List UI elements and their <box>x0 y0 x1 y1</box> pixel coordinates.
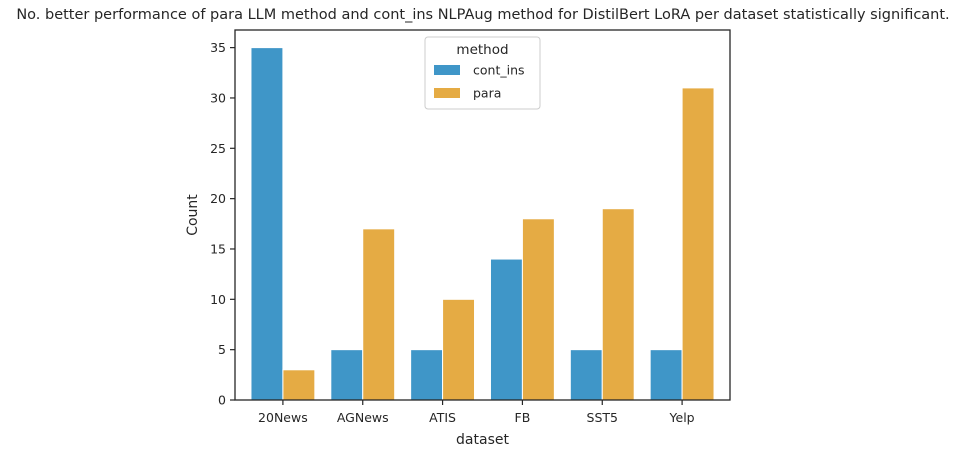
legend-label-para: para <box>473 86 501 101</box>
axes-frame <box>234 29 731 401</box>
legend-label-cont_ins: cont_ins <box>473 63 525 78</box>
x-tick-label-20News: 20News <box>258 410 308 425</box>
x-axis-label: dataset <box>456 432 509 448</box>
y-tick-label: 5 <box>218 342 226 357</box>
legend-title: method <box>456 42 508 58</box>
bar-para-20News <box>282 369 316 401</box>
bar-cont_ins-SST5 <box>569 349 603 401</box>
bar-cont_ins-FB <box>489 258 523 401</box>
bar-cont_ins-AGNews <box>330 349 364 401</box>
y-tick-label: 25 <box>210 141 226 156</box>
chart-title: No. better performance of para LLM metho… <box>16 7 949 23</box>
bar-para-ATIS <box>442 298 476 401</box>
x-tick-label-FB: FB <box>515 410 531 425</box>
x-tick-label-Yelp: Yelp <box>669 410 695 425</box>
legend-swatch-cont_ins <box>434 65 460 75</box>
bar-para-AGNews <box>362 228 396 401</box>
bar-para-SST5 <box>601 208 635 401</box>
bar-para-FB <box>521 218 555 401</box>
x-tick-label-ATIS: ATIS <box>429 410 456 425</box>
bar-cont_ins-ATIS <box>410 349 444 401</box>
bar-cont_ins-Yelp <box>649 349 683 401</box>
bar-para-Yelp <box>681 87 715 401</box>
y-tick-label: 0 <box>218 393 226 408</box>
x-tick-label-AGNews: AGNews <box>337 410 389 425</box>
y-tick-label: 35 <box>210 40 226 55</box>
y-tick-label: 30 <box>210 90 226 105</box>
legend-swatch-para <box>434 88 460 98</box>
y-tick-label: 10 <box>210 292 226 307</box>
bar-cont_ins-20News <box>250 47 284 401</box>
x-tick-label-SST5: SST5 <box>587 410 618 425</box>
y-axis-label: Count <box>185 194 201 236</box>
y-tick-label: 15 <box>210 241 226 256</box>
y-tick-label: 20 <box>210 191 226 206</box>
plot-area: 0 5 10 15 20 25 30 35 20News AGNews ATIS FB SST5 Yelp <box>210 29 731 425</box>
